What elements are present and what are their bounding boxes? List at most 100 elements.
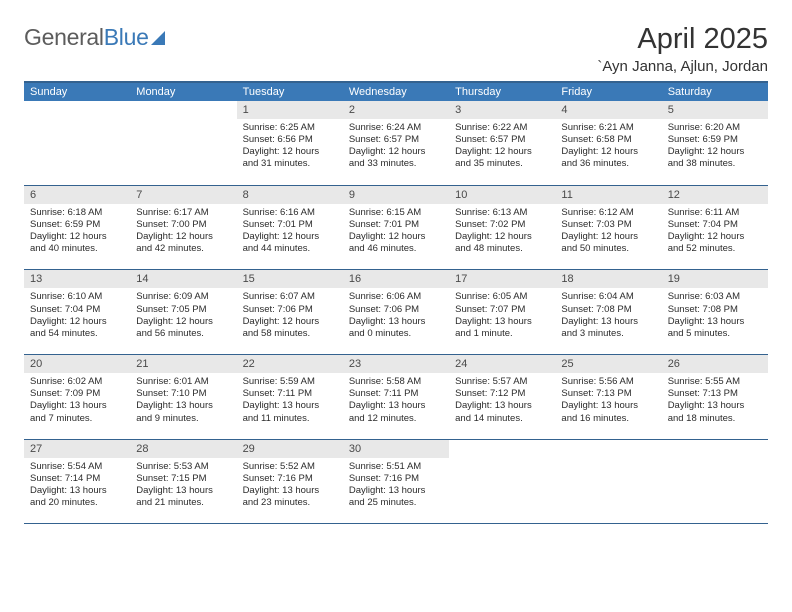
sunset-text: Sunset: 7:12 PM (455, 388, 549, 400)
day-cell: 18Sunrise: 6:04 AMSunset: 7:08 PMDayligh… (555, 270, 661, 354)
day-cell: 22Sunrise: 5:59 AMSunset: 7:11 PMDayligh… (237, 355, 343, 439)
day-cell: . (24, 101, 130, 185)
sunset-text: Sunset: 7:15 PM (136, 473, 230, 485)
day-cell: 5Sunrise: 6:20 AMSunset: 6:59 PMDaylight… (662, 101, 768, 185)
day-body: Sunrise: 6:06 AMSunset: 7:06 PMDaylight:… (343, 288, 449, 354)
sunrise-text: Sunrise: 6:16 AM (243, 207, 337, 219)
sunset-text: Sunset: 7:16 PM (349, 473, 443, 485)
day-number: 22 (237, 355, 343, 373)
sunset-text: Sunset: 6:57 PM (455, 134, 549, 146)
sunrise-text: Sunrise: 6:11 AM (668, 207, 762, 219)
day-cell: 29Sunrise: 5:52 AMSunset: 7:16 PMDayligh… (237, 440, 343, 524)
day-body: Sunrise: 5:53 AMSunset: 7:15 PMDaylight:… (130, 458, 236, 524)
sunrise-text: Sunrise: 6:05 AM (455, 291, 549, 303)
location-label: `Ayn Janna, Ajlun, Jordan (597, 58, 768, 75)
sunset-text: Sunset: 7:16 PM (243, 473, 337, 485)
sunrise-text: Sunrise: 6:24 AM (349, 122, 443, 134)
daylight-text: Daylight: 13 hours and 18 minutes. (668, 400, 762, 424)
sunset-text: Sunset: 7:01 PM (243, 219, 337, 231)
day-body: Sunrise: 6:24 AMSunset: 6:57 PMDaylight:… (343, 119, 449, 185)
day-cell: 9Sunrise: 6:15 AMSunset: 7:01 PMDaylight… (343, 186, 449, 270)
daylight-text: Daylight: 12 hours and 40 minutes. (30, 231, 124, 255)
week-row: 27Sunrise: 5:54 AMSunset: 7:14 PMDayligh… (24, 440, 768, 525)
daylight-text: Daylight: 12 hours and 38 minutes. (668, 146, 762, 170)
day-number: 29 (237, 440, 343, 458)
day-body: Sunrise: 6:09 AMSunset: 7:05 PMDaylight:… (130, 288, 236, 354)
sunset-text: Sunset: 6:59 PM (668, 134, 762, 146)
day-cell: 27Sunrise: 5:54 AMSunset: 7:14 PMDayligh… (24, 440, 130, 524)
day-number: 21 (130, 355, 236, 373)
week-row: 20Sunrise: 6:02 AMSunset: 7:09 PMDayligh… (24, 355, 768, 440)
day-cell: 2Sunrise: 6:24 AMSunset: 6:57 PMDaylight… (343, 101, 449, 185)
sunset-text: Sunset: 7:13 PM (668, 388, 762, 400)
day-number: 24 (449, 355, 555, 373)
sunrise-text: Sunrise: 6:12 AM (561, 207, 655, 219)
daylight-text: Daylight: 12 hours and 56 minutes. (136, 316, 230, 340)
day-cell: 20Sunrise: 6:02 AMSunset: 7:09 PMDayligh… (24, 355, 130, 439)
daylight-text: Daylight: 12 hours and 35 minutes. (455, 146, 549, 170)
header-row: GeneralBlue April 2025 `Ayn Janna, Ajlun… (24, 24, 768, 75)
day-body: Sunrise: 6:03 AMSunset: 7:08 PMDaylight:… (662, 288, 768, 354)
day-number: 10 (449, 186, 555, 204)
week-row: ..1Sunrise: 6:25 AMSunset: 6:56 PMDaylig… (24, 101, 768, 186)
day-body: Sunrise: 6:04 AMSunset: 7:08 PMDaylight:… (555, 288, 661, 354)
day-body: Sunrise: 6:15 AMSunset: 7:01 PMDaylight:… (343, 204, 449, 270)
day-cell: 14Sunrise: 6:09 AMSunset: 7:05 PMDayligh… (130, 270, 236, 354)
day-cell: 10Sunrise: 6:13 AMSunset: 7:02 PMDayligh… (449, 186, 555, 270)
daylight-text: Daylight: 13 hours and 16 minutes. (561, 400, 655, 424)
sunrise-text: Sunrise: 6:09 AM (136, 291, 230, 303)
sunset-text: Sunset: 7:02 PM (455, 219, 549, 231)
weekday-cell: Thursday (449, 83, 555, 101)
daylight-text: Daylight: 12 hours and 54 minutes. (30, 316, 124, 340)
day-number: 27 (24, 440, 130, 458)
sunset-text: Sunset: 6:56 PM (243, 134, 337, 146)
weekday-header-row: SundayMondayTuesdayWednesdayThursdayFrid… (24, 83, 768, 101)
day-body: Sunrise: 6:13 AMSunset: 7:02 PMDaylight:… (449, 204, 555, 270)
sunset-text: Sunset: 7:11 PM (243, 388, 337, 400)
sunrise-text: Sunrise: 6:06 AM (349, 291, 443, 303)
sunset-text: Sunset: 7:01 PM (349, 219, 443, 231)
day-number: 1 (237, 101, 343, 119)
day-number: 26 (662, 355, 768, 373)
sunrise-text: Sunrise: 5:51 AM (349, 461, 443, 473)
daylight-text: Daylight: 13 hours and 21 minutes. (136, 485, 230, 509)
daylight-text: Daylight: 12 hours and 44 minutes. (243, 231, 337, 255)
day-cell: 26Sunrise: 5:55 AMSunset: 7:13 PMDayligh… (662, 355, 768, 439)
sunrise-text: Sunrise: 5:59 AM (243, 376, 337, 388)
daylight-text: Daylight: 13 hours and 9 minutes. (136, 400, 230, 424)
week-row: 6Sunrise: 6:18 AMSunset: 6:59 PMDaylight… (24, 186, 768, 271)
day-number: 14 (130, 270, 236, 288)
day-body (449, 458, 555, 512)
daylight-text: Daylight: 12 hours and 52 minutes. (668, 231, 762, 255)
sunset-text: Sunset: 6:59 PM (30, 219, 124, 231)
logo: GeneralBlue (24, 24, 165, 51)
day-number: 5 (662, 101, 768, 119)
sunset-text: Sunset: 6:58 PM (561, 134, 655, 146)
daylight-text: Daylight: 13 hours and 5 minutes. (668, 316, 762, 340)
day-number: 25 (555, 355, 661, 373)
daylight-text: Daylight: 12 hours and 31 minutes. (243, 146, 337, 170)
daylight-text: Daylight: 13 hours and 14 minutes. (455, 400, 549, 424)
day-cell: 4Sunrise: 6:21 AMSunset: 6:58 PMDaylight… (555, 101, 661, 185)
day-cell: 30Sunrise: 5:51 AMSunset: 7:16 PMDayligh… (343, 440, 449, 524)
day-cell: . (130, 101, 236, 185)
sunrise-text: Sunrise: 6:18 AM (30, 207, 124, 219)
weekday-cell: Friday (555, 83, 661, 101)
sunset-text: Sunset: 7:11 PM (349, 388, 443, 400)
day-number: 30 (343, 440, 449, 458)
day-cell: 12Sunrise: 6:11 AMSunset: 7:04 PMDayligh… (662, 186, 768, 270)
day-cell: 24Sunrise: 5:57 AMSunset: 7:12 PMDayligh… (449, 355, 555, 439)
sunset-text: Sunset: 7:09 PM (30, 388, 124, 400)
sunset-text: Sunset: 7:13 PM (561, 388, 655, 400)
sunrise-text: Sunrise: 5:52 AM (243, 461, 337, 473)
day-body: Sunrise: 6:18 AMSunset: 6:59 PMDaylight:… (24, 204, 130, 270)
daylight-text: Daylight: 12 hours and 58 minutes. (243, 316, 337, 340)
day-cell: 17Sunrise: 6:05 AMSunset: 7:07 PMDayligh… (449, 270, 555, 354)
sunset-text: Sunset: 7:06 PM (349, 304, 443, 316)
day-number: 15 (237, 270, 343, 288)
day-body: Sunrise: 6:05 AMSunset: 7:07 PMDaylight:… (449, 288, 555, 354)
calendar: SundayMondayTuesdayWednesdayThursdayFrid… (24, 81, 768, 525)
day-number: 7 (130, 186, 236, 204)
daylight-text: Daylight: 13 hours and 1 minute. (455, 316, 549, 340)
day-number: 20 (24, 355, 130, 373)
